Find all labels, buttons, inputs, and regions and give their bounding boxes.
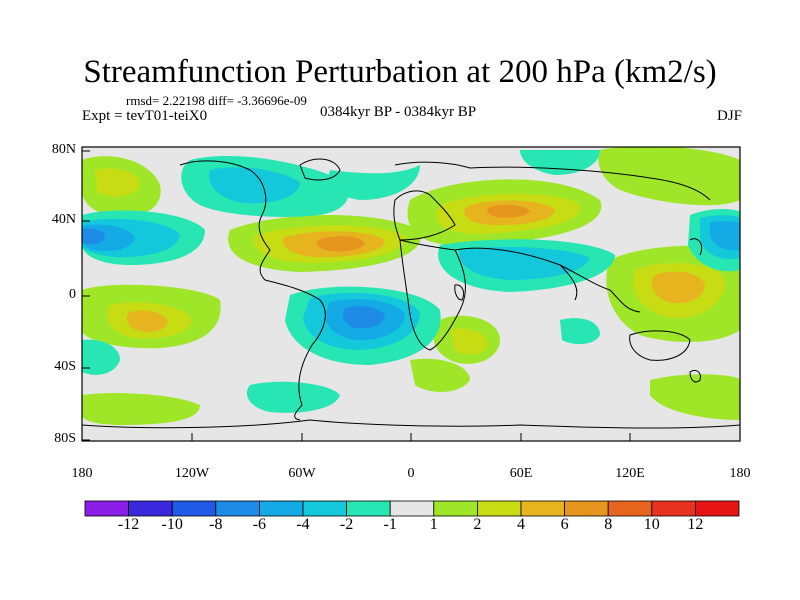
- lat-label-40n: 40N: [51, 212, 76, 227]
- coastlines: [82, 158, 740, 429]
- colorbar-box-10: [476, 500, 522, 517]
- colorbar-label: 12: [687, 516, 704, 533]
- colorbar-box-15: [695, 500, 740, 517]
- field-level-minus-6: [82, 228, 385, 329]
- colorbar-box-4: [215, 500, 260, 517]
- lat-label-40s: 40S: [54, 359, 76, 374]
- colorbar-box-12: [564, 500, 609, 517]
- colorbar-label: -1: [383, 516, 397, 533]
- colorbar-box-2: [128, 500, 173, 517]
- colorbar-box-8: [389, 500, 435, 517]
- period-label: 0384kyr BP - 0384kyr BP: [320, 104, 477, 120]
- colorbar-box-7: [346, 500, 391, 517]
- colorbar-label: -6: [252, 516, 267, 533]
- lon-label-120e: 120E: [615, 466, 645, 481]
- colorbar: [84, 500, 740, 517]
- map-title: Streamfunction Perturbation at 200 hPa (…: [83, 54, 717, 90]
- colorbar-box-5: [258, 500, 304, 517]
- lon-label-120w: 120W: [174, 466, 210, 481]
- colorbar-box-6: [302, 500, 347, 517]
- field-level-8: [316, 204, 530, 252]
- colorbar-label: 8: [604, 516, 613, 533]
- colorbar-label: -2: [339, 516, 354, 533]
- season-label: DJF: [716, 108, 742, 124]
- colorbar-label: 4: [517, 516, 525, 533]
- lat-label-80s: 80S: [54, 431, 76, 446]
- colorbar-label: 10: [643, 516, 660, 533]
- lon-label-180w: 180: [71, 466, 93, 481]
- colorbar-box-11: [520, 500, 565, 517]
- colorbar-label: 2: [473, 516, 482, 533]
- lat-label-80n: 80N: [51, 142, 76, 157]
- lon-label-180e: 180: [729, 466, 751, 481]
- colorbar-box-13: [607, 500, 653, 517]
- contour-fields: [82, 147, 740, 429]
- experiment-label: Expt = tevT01-teiX0: [82, 108, 208, 124]
- colorbar-label: -12: [117, 516, 140, 533]
- colorbar-label: -8: [209, 516, 223, 533]
- lon-label-60w: 60W: [288, 466, 316, 481]
- lon-label-0: 0: [407, 466, 415, 481]
- colorbar-label: -4: [296, 516, 310, 533]
- colorbar-label: 1: [429, 516, 438, 533]
- lat-label-0: 0: [69, 287, 76, 302]
- colorbar-label: -10: [161, 516, 183, 533]
- colorbar-box-14: [651, 500, 696, 517]
- axis-ticks: [81, 150, 741, 441]
- colorbar-box-9: [433, 500, 478, 517]
- stats-text: rmsd= 2.22198 diff= -3.36696e-09: [126, 93, 307, 108]
- colorbar-box-3: [171, 500, 217, 517]
- lon-label-60e: 60E: [509, 466, 533, 481]
- colorbar-box-1: [84, 500, 129, 517]
- colorbar-label: 6: [560, 516, 569, 533]
